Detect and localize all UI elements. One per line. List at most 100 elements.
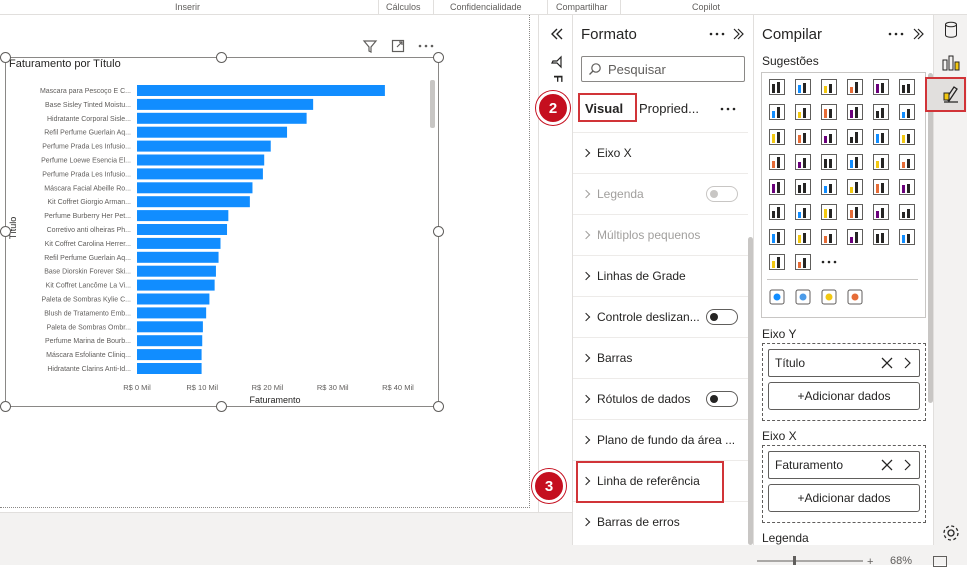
more-options-icon[interactable]	[708, 28, 726, 40]
bar[interactable]	[137, 140, 271, 152]
remove-field-icon[interactable]	[881, 459, 893, 471]
key-influencers-icon[interactable]	[793, 202, 813, 222]
clustered-column-icon[interactable]	[845, 77, 865, 97]
stacked-column-icon[interactable]	[793, 77, 813, 97]
resize-handle[interactable]	[0, 401, 11, 412]
waterfall-icon[interactable]	[767, 127, 787, 147]
format-pane-scrollbar[interactable]	[748, 237, 753, 545]
bar[interactable]	[137, 237, 221, 249]
bar[interactable]	[137, 196, 250, 208]
tab-properties[interactable]: Propried...	[639, 101, 699, 116]
filter-pane-icon[interactable]	[550, 55, 564, 69]
resize-handle[interactable]	[433, 52, 444, 63]
donut-icon[interactable]	[871, 127, 891, 147]
shape-map-icon[interactable]	[767, 252, 787, 272]
more-options-icon[interactable]	[719, 104, 737, 114]
slider-toggle[interactable]	[706, 309, 738, 325]
expand-pane-icon[interactable]	[911, 27, 925, 41]
metrics-icon[interactable]	[845, 227, 865, 247]
line-column-icon[interactable]	[871, 102, 891, 122]
resize-handle[interactable]	[0, 52, 11, 63]
bar[interactable]	[137, 349, 202, 361]
kpi-icon[interactable]	[793, 177, 813, 197]
multi-row-card-icon[interactable]	[767, 177, 787, 197]
format-visual-icon[interactable]	[941, 83, 961, 105]
gauge-icon[interactable]	[871, 152, 891, 172]
azure-map-icon[interactable]	[845, 152, 865, 172]
ribbon-icon[interactable]	[845, 102, 865, 122]
y-axis-field-pill[interactable]: Título	[768, 349, 920, 377]
stacked-bar-icon[interactable]	[767, 77, 787, 97]
resize-handle[interactable]	[433, 226, 444, 237]
filled-map-icon[interactable]	[819, 152, 839, 172]
line-stacked-column-icon[interactable]	[897, 102, 917, 122]
area-chart-icon[interactable]	[793, 102, 813, 122]
add-data-button[interactable]: +Adicionar dados	[768, 382, 920, 410]
card-barras-de-erros[interactable]: Barras de erros	[573, 501, 748, 542]
more-options-icon[interactable]	[887, 28, 905, 40]
bar[interactable]	[137, 112, 307, 124]
resize-handle[interactable]	[216, 401, 227, 412]
goals-icon[interactable]	[897, 202, 917, 222]
x-axis-field-pill[interactable]: Faturamento	[768, 451, 920, 479]
pivot-icon[interactable]	[871, 177, 891, 197]
more-visuals-icon[interactable]	[819, 252, 839, 272]
filter-icon[interactable]	[362, 38, 378, 54]
image-visual-icon[interactable]	[793, 287, 813, 307]
format-search-input[interactable]: Pesquisar	[581, 56, 745, 82]
settings-icon[interactable]	[941, 523, 961, 543]
funnel-icon[interactable]	[793, 127, 813, 147]
100-column-icon[interactable]	[897, 77, 917, 97]
add-data-button[interactable]: +Adicionar dados	[768, 484, 920, 512]
build-visual-icon[interactable]	[941, 52, 961, 72]
card-plano-de-fundo[interactable]: Plano de fundo da área ...	[573, 419, 748, 460]
matrix-icon[interactable]	[767, 152, 787, 172]
bar[interactable]	[137, 154, 265, 166]
r-visual-icon[interactable]	[897, 177, 917, 197]
filters-pane-collapsed[interactable]: F	[538, 15, 572, 512]
zoom-slider[interactable]: +	[755, 553, 875, 565]
chevron-right-icon[interactable]	[903, 357, 913, 369]
chart-scrollbar[interactable]	[430, 80, 435, 128]
python-visual-icon[interactable]	[767, 202, 787, 222]
resize-handle[interactable]	[216, 52, 227, 63]
y-axis-well[interactable]: Título +Adicionar dados	[762, 343, 926, 421]
zoom-level[interactable]: 68%	[890, 555, 913, 567]
bar[interactable]	[137, 251, 219, 263]
line-chart-icon[interactable]	[767, 102, 787, 122]
bar[interactable]	[137, 321, 203, 333]
resize-handle[interactable]	[0, 226, 11, 237]
bar[interactable]	[137, 363, 202, 374]
field-parameter-icon[interactable]	[871, 227, 891, 247]
color-palette-icon[interactable]	[845, 287, 865, 307]
narrative-icon[interactable]	[871, 202, 891, 222]
remove-field-icon[interactable]	[881, 357, 893, 369]
bar[interactable]	[137, 279, 215, 291]
chevron-icon[interactable]	[793, 252, 813, 272]
map-icon[interactable]	[793, 152, 813, 172]
slicer-icon[interactable]	[819, 177, 839, 197]
bar[interactable]	[137, 265, 216, 277]
card-multiplos-pequenos[interactable]: Múltiplos pequenos	[573, 214, 748, 255]
expand-pane-icon[interactable]	[731, 27, 745, 41]
card-linhas-de-grade[interactable]: Linhas de Grade	[573, 255, 748, 296]
pie-icon[interactable]	[845, 127, 865, 147]
get-more-visuals-icon[interactable]	[767, 287, 787, 307]
collapse-panes-icon[interactable]	[549, 27, 565, 41]
card-eixo-x[interactable]: Eixo X	[573, 132, 748, 173]
data-pane-icon[interactable]	[944, 21, 958, 39]
bar[interactable]	[137, 126, 288, 138]
chevron-right-icon[interactable]	[903, 459, 913, 471]
more-options-icon[interactable]	[417, 38, 435, 54]
bar[interactable]	[137, 85, 385, 96]
build-pane-scrollbar[interactable]	[928, 73, 933, 403]
card-legenda[interactable]: Legenda	[573, 173, 748, 214]
fit-to-page-icon[interactable]	[932, 555, 948, 567]
bar[interactable]	[137, 307, 207, 319]
table-icon[interactable]	[845, 177, 865, 197]
focus-mode-icon[interactable]	[390, 38, 406, 54]
bar[interactable]	[137, 293, 210, 305]
card-barras[interactable]: Barras	[573, 337, 748, 378]
card-linha-de-referencia[interactable]: Linha de referência	[573, 460, 748, 501]
bar[interactable]	[137, 224, 228, 235]
